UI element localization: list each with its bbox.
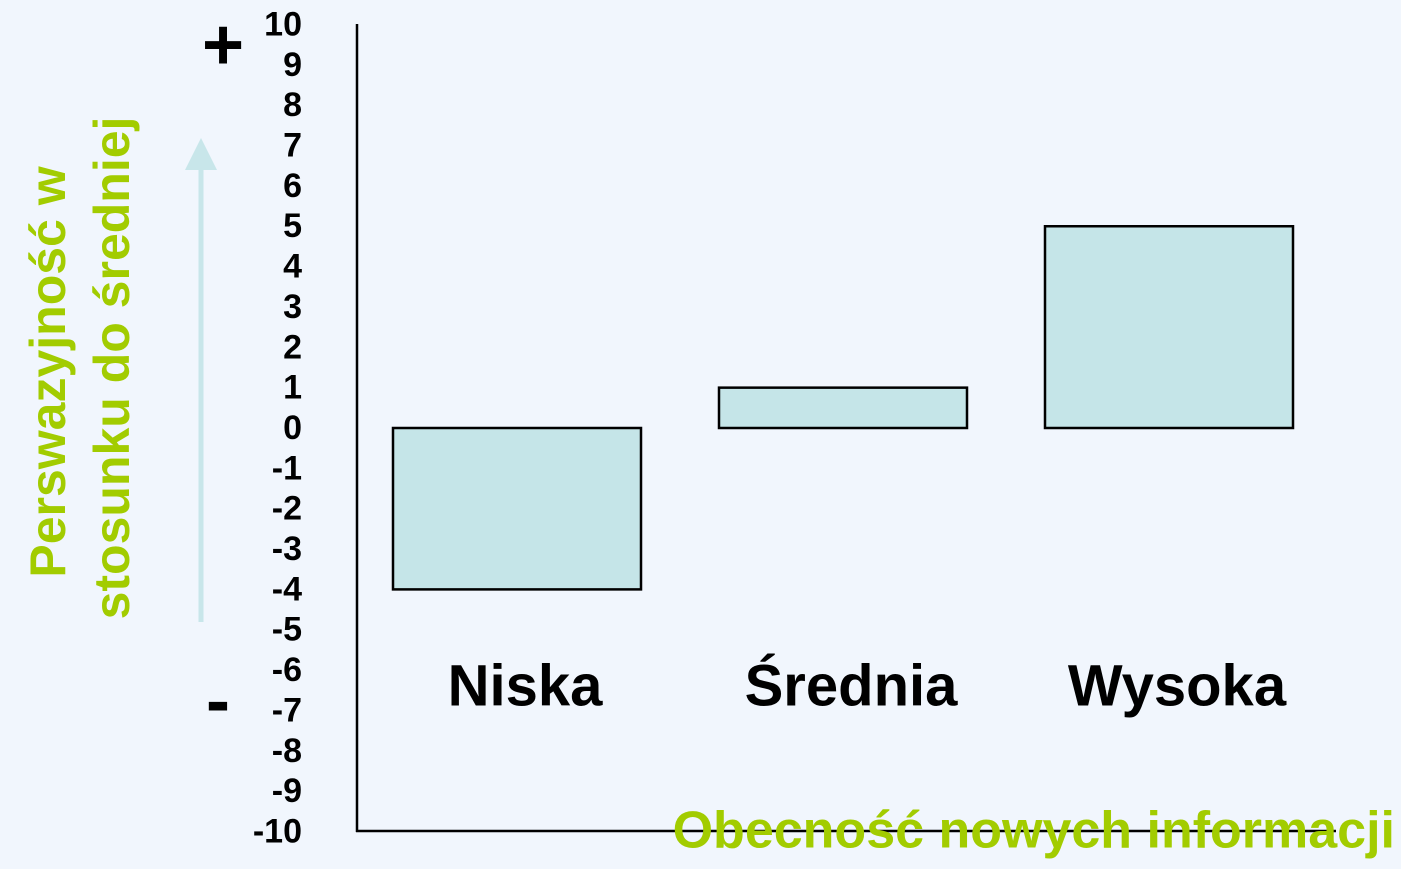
y-tick-label: 10 — [264, 5, 302, 43]
y-tick-label: 0 — [283, 409, 302, 447]
y-label-group: Perswazyjność w — [20, 166, 76, 577]
y-tick-label: 4 — [283, 248, 302, 286]
y-tick-label: 2 — [283, 328, 302, 366]
x-axis-label: Obecność nowych informacji — [673, 802, 1395, 860]
y-tick-label: -2 — [272, 490, 302, 528]
bar — [391, 426, 643, 591]
minus-annotation: - — [206, 661, 230, 741]
y-tick-label: 6 — [283, 167, 302, 205]
y-tick-label: -9 — [272, 772, 302, 810]
x-tick-label: Niska — [448, 653, 604, 718]
y-tick-label: -1 — [272, 449, 302, 487]
y-label-group: stosunku do średniej — [84, 117, 140, 620]
x-tick-label: Wysoka — [1068, 653, 1287, 718]
y-axis-label: stosunku do średniej — [84, 117, 140, 620]
y-tick-label: -4 — [272, 570, 302, 608]
y-tick-label: 3 — [283, 288, 302, 326]
x-tick-label: Średnia — [745, 653, 958, 718]
bar — [717, 386, 969, 430]
y-tick-label: 1 — [283, 369, 302, 407]
plus-annotation: + — [202, 5, 244, 85]
y-tick-label: -3 — [272, 530, 302, 568]
y-tick-label: 7 — [283, 127, 302, 165]
y-tick-label: 5 — [283, 207, 302, 245]
y-tick-label: -6 — [272, 651, 302, 689]
arrow-head — [185, 138, 217, 170]
y-tick-label: -7 — [272, 691, 302, 729]
y-axis-label: Perswazyjność w — [20, 166, 76, 577]
y-tick-label: 9 — [283, 46, 302, 84]
y-tick-label: -5 — [272, 611, 302, 649]
y-tick-label: -10 — [253, 812, 302, 850]
y-tick-label: -8 — [272, 732, 302, 770]
bar — [1043, 225, 1295, 430]
y-tick-label: 8 — [283, 86, 302, 124]
